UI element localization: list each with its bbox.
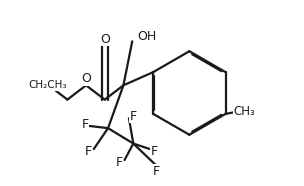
Text: CH₃: CH₃ <box>233 105 255 118</box>
Text: F: F <box>116 156 123 169</box>
Text: CH₂CH₃: CH₂CH₃ <box>28 80 67 90</box>
Text: F: F <box>151 145 158 158</box>
Text: O: O <box>100 33 110 46</box>
Text: F: F <box>85 145 92 158</box>
Text: F: F <box>81 118 88 131</box>
Text: OH: OH <box>137 31 156 44</box>
Text: O: O <box>81 72 91 85</box>
Text: F: F <box>153 165 160 177</box>
Text: F: F <box>130 110 137 123</box>
